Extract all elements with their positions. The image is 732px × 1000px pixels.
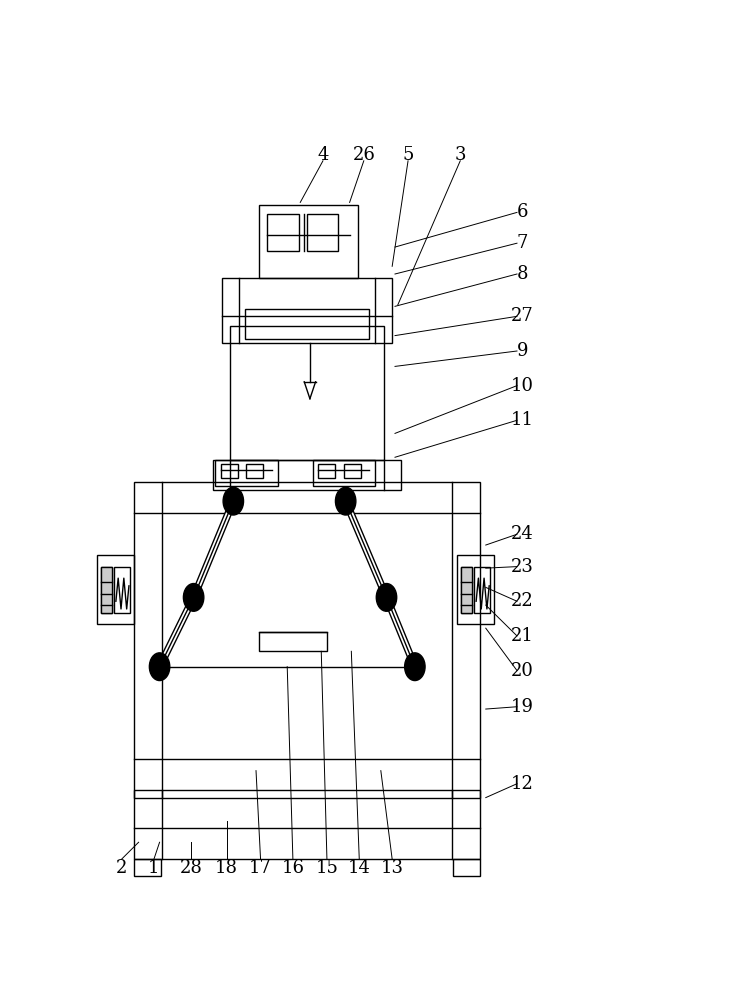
Text: 22: 22 (511, 592, 534, 610)
Text: 21: 21 (511, 627, 534, 645)
Bar (134, 790, 480, 859)
Bar (222, 278, 392, 343)
Circle shape (340, 494, 351, 509)
Circle shape (184, 584, 203, 611)
Text: 18: 18 (215, 859, 238, 877)
Circle shape (149, 653, 170, 681)
Text: 26: 26 (352, 146, 376, 164)
Bar (474, 567, 490, 613)
Circle shape (335, 487, 356, 515)
Bar (453, 859, 480, 876)
Text: 16: 16 (281, 859, 305, 877)
Bar (318, 464, 335, 478)
Bar (461, 567, 472, 613)
Bar (259, 205, 358, 278)
Text: 7: 7 (517, 234, 529, 252)
Text: 1: 1 (148, 859, 160, 877)
Text: 5: 5 (403, 146, 414, 164)
Bar (100, 567, 112, 613)
Bar (231, 326, 384, 460)
Text: 8: 8 (517, 265, 529, 283)
Bar (134, 482, 480, 798)
Text: 12: 12 (511, 775, 534, 793)
Text: 17: 17 (249, 859, 272, 877)
Bar (313, 460, 376, 486)
Text: 10: 10 (511, 377, 534, 395)
Bar (114, 567, 130, 613)
Circle shape (228, 494, 239, 509)
Text: 2: 2 (116, 859, 127, 877)
Circle shape (405, 653, 425, 681)
Text: 4: 4 (317, 146, 329, 164)
Bar (458, 555, 494, 624)
Text: 3: 3 (455, 146, 466, 164)
Bar (221, 464, 238, 478)
Bar (100, 567, 112, 613)
Bar (344, 464, 361, 478)
Bar (215, 460, 277, 486)
Bar (307, 214, 338, 251)
Bar (214, 460, 400, 490)
Text: 9: 9 (517, 342, 529, 360)
Text: 15: 15 (315, 859, 338, 877)
Bar (134, 859, 161, 876)
Circle shape (376, 584, 397, 611)
Text: 19: 19 (511, 698, 534, 716)
Bar (461, 567, 472, 613)
Text: 27: 27 (511, 307, 534, 325)
Bar (247, 464, 264, 478)
Text: 13: 13 (381, 859, 403, 877)
Bar (259, 632, 327, 651)
Text: 14: 14 (348, 859, 370, 877)
Bar (267, 214, 299, 251)
Text: 11: 11 (511, 411, 534, 429)
Text: 20: 20 (511, 662, 534, 680)
Bar (244, 309, 370, 339)
Text: 24: 24 (511, 525, 534, 543)
Text: 6: 6 (517, 203, 529, 221)
Circle shape (188, 590, 199, 605)
Text: 23: 23 (511, 558, 534, 576)
Bar (97, 555, 134, 624)
Circle shape (223, 487, 244, 515)
Text: 28: 28 (179, 859, 202, 877)
Circle shape (381, 590, 392, 605)
